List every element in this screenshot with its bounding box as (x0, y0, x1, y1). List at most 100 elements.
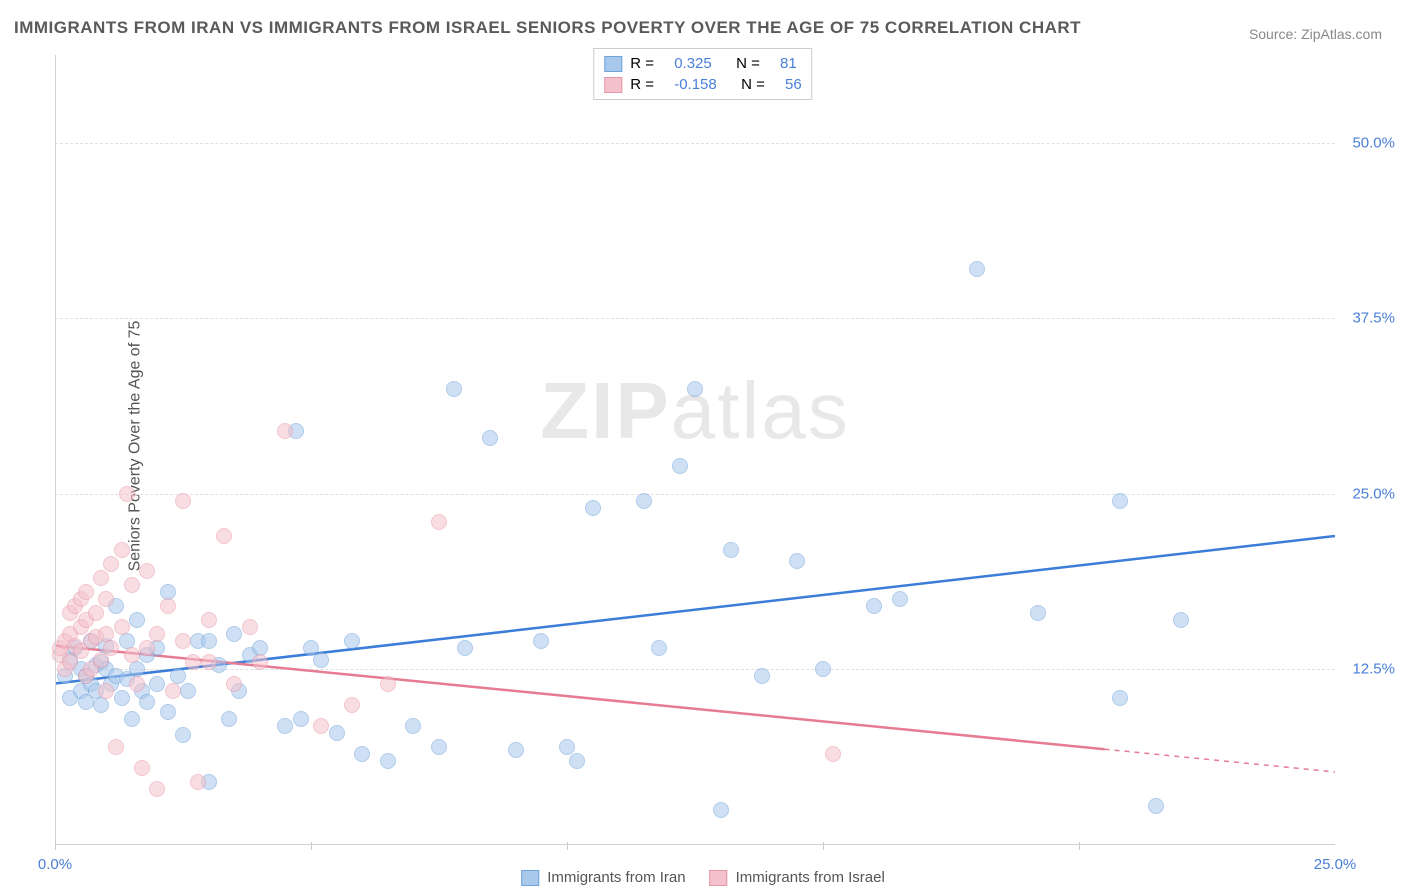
source-attribution: Source: ZipAtlas.com (1249, 26, 1382, 42)
data-point (160, 598, 176, 614)
data-point (713, 802, 729, 818)
data-point (457, 640, 473, 656)
data-point (446, 381, 462, 397)
data-point (139, 563, 155, 579)
data-point (93, 570, 109, 586)
legend-item-iran: Immigrants from Iran (521, 869, 685, 886)
data-point (226, 626, 242, 642)
data-point (636, 493, 652, 509)
data-point (508, 742, 524, 758)
x-tick-label: 25.0% (1314, 856, 1357, 873)
data-point (185, 654, 201, 670)
y-tick-label: 25.0% (1352, 485, 1395, 502)
data-point (815, 661, 831, 677)
y-axis (55, 55, 56, 845)
data-point (1112, 493, 1128, 509)
data-point (585, 500, 601, 516)
data-point (93, 697, 109, 713)
data-point (103, 640, 119, 656)
data-point (380, 676, 396, 692)
data-point (242, 619, 258, 635)
trend-lines (55, 55, 1335, 845)
data-point (149, 676, 165, 692)
data-point (672, 458, 688, 474)
data-point (1030, 605, 1046, 621)
data-point (78, 584, 94, 600)
data-point (139, 640, 155, 656)
data-point (108, 739, 124, 755)
data-point (98, 683, 114, 699)
data-point (149, 626, 165, 642)
swatch-israel (710, 870, 728, 886)
swatch-israel (604, 77, 622, 93)
x-tick (55, 842, 56, 850)
data-point (825, 746, 841, 762)
data-point (129, 676, 145, 692)
data-point (124, 647, 140, 663)
data-point (313, 718, 329, 734)
data-point (134, 760, 150, 776)
legend-label: Immigrants from Israel (736, 869, 885, 886)
x-axis (55, 844, 1335, 845)
data-point (149, 781, 165, 797)
data-point (293, 711, 309, 727)
grid-line (55, 318, 1335, 319)
data-point (201, 654, 217, 670)
watermark: ZIPatlas (540, 365, 849, 457)
data-point (114, 690, 130, 706)
data-point (431, 739, 447, 755)
data-point (98, 591, 114, 607)
data-point (344, 697, 360, 713)
data-point (124, 577, 140, 593)
data-point (103, 556, 119, 572)
data-point (723, 542, 739, 558)
data-point (139, 694, 155, 710)
x-tick (823, 842, 824, 850)
data-point (114, 619, 130, 635)
y-tick-label: 50.0% (1352, 134, 1395, 151)
x-tick (567, 842, 568, 850)
data-point (201, 633, 217, 649)
data-point (175, 493, 191, 509)
data-point (124, 711, 140, 727)
data-point (329, 725, 345, 741)
legend-stats-row-iran: R = 0.325 N = 81 (604, 53, 801, 74)
data-point (789, 553, 805, 569)
swatch-iran (521, 870, 539, 886)
data-point (175, 727, 191, 743)
data-point (405, 718, 421, 734)
data-point (119, 486, 135, 502)
data-point (252, 654, 268, 670)
legend-item-israel: Immigrants from Israel (710, 869, 885, 886)
plot-area: ZIPatlas 12.5%25.0%37.5%50.0%0.0%25.0% (55, 55, 1335, 845)
x-tick-label: 0.0% (38, 856, 72, 873)
data-point (431, 514, 447, 530)
data-point (221, 711, 237, 727)
data-point (165, 683, 181, 699)
data-point (892, 591, 908, 607)
data-point (277, 423, 293, 439)
data-point (88, 605, 104, 621)
data-point (175, 633, 191, 649)
data-point (180, 683, 196, 699)
data-point (201, 612, 217, 628)
data-point (687, 381, 703, 397)
data-point (569, 753, 585, 769)
x-tick (1079, 842, 1080, 850)
legend-stats: R = 0.325 N = 81 R = -0.158 N = 56 (593, 48, 812, 100)
data-point (533, 633, 549, 649)
grid-line (55, 494, 1335, 495)
legend-label: Immigrants from Iran (547, 869, 685, 886)
data-point (114, 542, 130, 558)
data-point (216, 528, 232, 544)
data-point (344, 633, 360, 649)
data-point (1173, 612, 1189, 628)
legend-bottom: Immigrants from Iran Immigrants from Isr… (521, 869, 885, 886)
data-point (313, 652, 329, 668)
data-point (190, 774, 206, 790)
y-tick-label: 37.5% (1352, 310, 1395, 327)
grid-line (55, 143, 1335, 144)
data-point (651, 640, 667, 656)
data-point (160, 704, 176, 720)
data-point (559, 739, 575, 755)
